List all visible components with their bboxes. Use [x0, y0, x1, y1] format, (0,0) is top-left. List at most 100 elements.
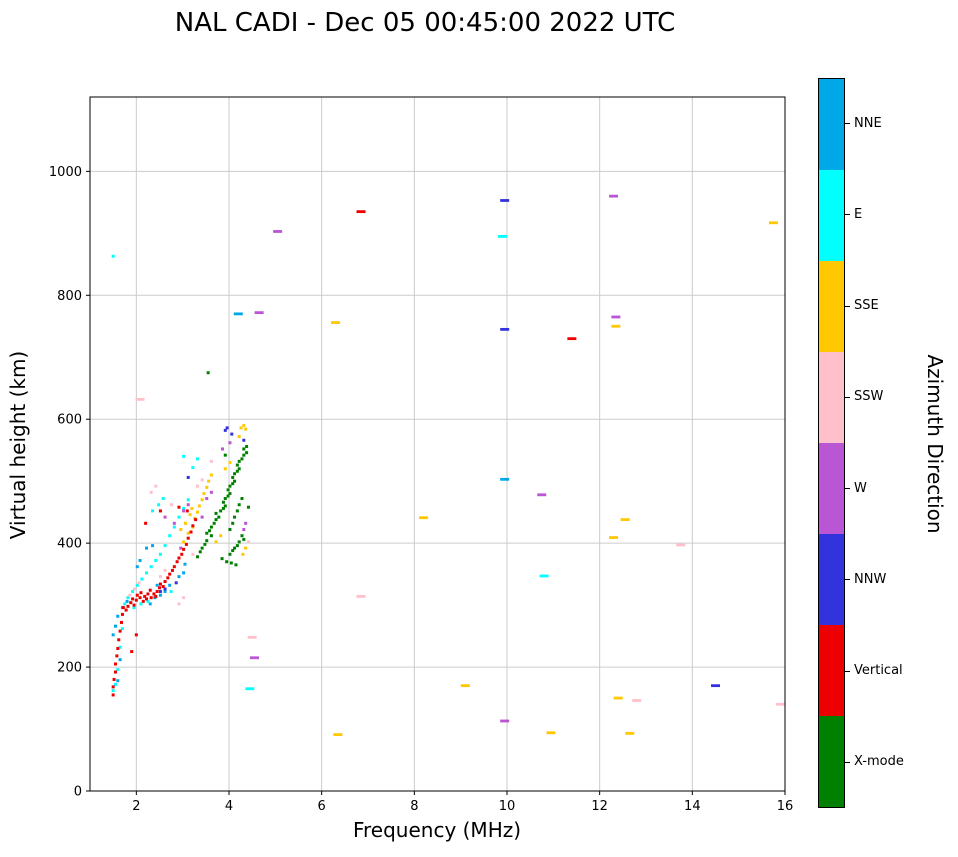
- colorbar-title: Azimuth Direction: [923, 354, 947, 534]
- colorbar: [818, 78, 845, 808]
- echo-point-NNE: [148, 602, 152, 606]
- echo-point-Vertical: [170, 568, 174, 572]
- echo-point-Vertical: [182, 547, 186, 551]
- echo-dash-NNW: [711, 684, 720, 688]
- echo-point-X-mode: [228, 552, 232, 556]
- x-tick-label: 2: [132, 799, 140, 814]
- x-axis-label: Frequency (MHz): [352, 818, 522, 842]
- echo-point-E: [154, 558, 158, 562]
- echo-dash-W: [254, 311, 264, 315]
- echo-dash-SSE: [613, 696, 623, 700]
- echo-dash-W: [537, 493, 547, 497]
- echo-point-SSW: [200, 478, 204, 482]
- echo-point-SSE: [200, 498, 204, 502]
- echo-point-E: [168, 534, 172, 538]
- echo-dash-E: [539, 574, 549, 578]
- echo-point-E: [182, 454, 186, 458]
- echo-point-SSW: [154, 484, 158, 488]
- echo-point-X-mode: [228, 528, 232, 532]
- echo-point-Vertical: [163, 580, 167, 584]
- echo-point-Vertical: [130, 650, 134, 654]
- echo-point-W: [163, 515, 167, 519]
- echo-point-X-mode: [237, 467, 241, 471]
- x-tick-label: 10: [499, 799, 516, 814]
- echo-point-W: [186, 503, 190, 507]
- echo-point-SSE: [209, 473, 213, 477]
- echo-point-Vertical: [111, 693, 115, 697]
- echo-dash-SSE: [546, 731, 556, 735]
- echo-point-E: [111, 254, 115, 258]
- echo-dash-SSE: [419, 516, 429, 520]
- echo-point-SSW: [209, 459, 213, 463]
- echo-point-NNE: [125, 599, 129, 603]
- echo-point-X-mode: [221, 506, 225, 510]
- echo-point-SSE: [190, 506, 194, 510]
- echo-point-NNE: [168, 583, 172, 587]
- echo-point-X-mode: [205, 539, 209, 543]
- echo-point-Vertical: [158, 509, 162, 513]
- echo-point-Vertical: [155, 589, 159, 593]
- echo-point-E: [195, 457, 199, 461]
- echo-point-X-mode: [219, 509, 223, 513]
- echo-point-SSE: [244, 546, 248, 550]
- echo-point-E: [146, 599, 150, 603]
- echo-point-X-mode: [223, 497, 227, 501]
- echo-point-Vertical: [172, 565, 176, 569]
- echo-dash-SSE: [611, 324, 621, 328]
- echo-point-NNE: [155, 583, 159, 587]
- echo-point-SSW: [137, 581, 141, 585]
- echo-point-Vertical: [194, 518, 198, 522]
- echo-point-X-mode: [237, 540, 241, 544]
- echo-point-X-mode: [221, 500, 225, 504]
- echo-point-Vertical: [134, 598, 138, 602]
- echo-point-SSW: [191, 552, 195, 556]
- echo-point-X-mode: [226, 488, 230, 492]
- echo-point-Vertical: [129, 601, 133, 605]
- echo-point-Vertical: [138, 596, 142, 600]
- echo-point-Vertical: [168, 572, 172, 576]
- echo-point-X-mode: [198, 550, 202, 554]
- echo-point-W: [179, 546, 183, 550]
- echo-dash-SSE: [768, 221, 778, 225]
- echo-point-Vertical: [131, 597, 135, 601]
- echo-dash-SSE: [460, 684, 470, 688]
- colorbar-label-NNE: NNE: [854, 115, 882, 131]
- echo-point-X-mode: [214, 518, 218, 522]
- y-tick-label: 1000: [49, 165, 82, 180]
- echo-point-W: [200, 515, 204, 519]
- echo-point-SSW: [170, 503, 174, 507]
- echo-point-NNE: [135, 565, 139, 569]
- echo-point-NNW: [158, 589, 162, 593]
- echo-point-NNE: [111, 633, 115, 637]
- echo-point-X-mode: [237, 459, 241, 463]
- echo-dash-NNE: [233, 312, 243, 316]
- echo-point-X-mode: [240, 534, 244, 538]
- echo-point-SSE: [241, 552, 245, 556]
- echo-point-SSW: [158, 575, 162, 579]
- echo-point-W: [244, 521, 248, 525]
- colorbar-tick: [845, 670, 850, 672]
- echo-point-SSE: [207, 479, 211, 483]
- echo-point-W: [209, 490, 213, 494]
- echo-dash-W: [249, 656, 259, 660]
- echo-point-X-mode: [226, 494, 230, 498]
- colorbar-segment-SSW: [819, 352, 844, 443]
- echo-dash-E: [497, 235, 507, 238]
- echo-point-E: [139, 602, 143, 606]
- colorbar-label-SSE: SSE: [854, 298, 879, 314]
- echo-point-SSW: [149, 490, 153, 494]
- echo-point-W: [172, 521, 176, 525]
- echo-point-Vertical: [111, 685, 115, 689]
- echo-point-Vertical: [166, 576, 170, 580]
- echo-point-SSE: [219, 534, 223, 538]
- echo-point-Vertical: [143, 594, 147, 598]
- echo-point-X-mode: [214, 511, 218, 515]
- echo-point-E: [123, 602, 127, 606]
- echo-dash-SSW: [247, 635, 257, 639]
- echo-dash-SSW: [775, 702, 785, 706]
- echo-dash-SSW: [676, 543, 686, 547]
- echo-point-E: [151, 509, 155, 513]
- echo-point-SSE: [205, 485, 209, 489]
